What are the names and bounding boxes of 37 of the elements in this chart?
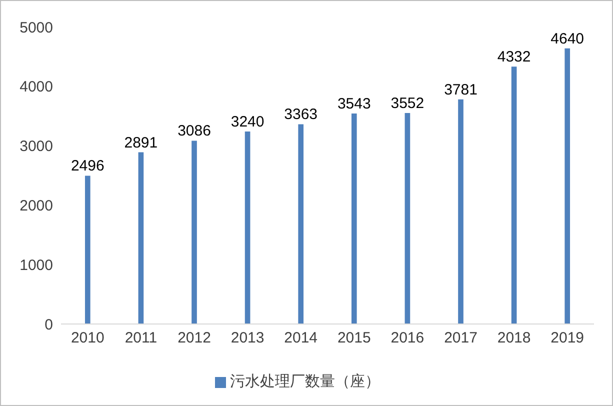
- data-label: 4332: [497, 48, 531, 66]
- x-tick-label: 2014: [284, 330, 318, 347]
- y-tick-label: 0: [44, 316, 53, 334]
- x-tick-label: 2018: [497, 330, 531, 347]
- data-label: 3781: [444, 81, 478, 98]
- y-tick-label: 1000: [20, 256, 53, 274]
- y-tick-label: 3000: [20, 138, 53, 156]
- data-label: 3543: [337, 96, 371, 113]
- data-label: 4640: [550, 30, 584, 48]
- x-tick-label: 2012: [178, 330, 211, 347]
- data-label: 3240: [230, 114, 264, 131]
- legend-label: 污水处理厂数量（座）: [230, 373, 380, 390]
- bar: [458, 99, 464, 324]
- x-tick-label: 2010: [70, 330, 104, 347]
- y-tick-label: 5000: [20, 19, 53, 36]
- bar: [244, 132, 250, 324]
- bar: [298, 124, 304, 324]
- bar: [138, 152, 144, 324]
- x-tick-label: 2016: [390, 330, 424, 347]
- data-label: 3552: [390, 95, 424, 112]
- y-tick-label: 2000: [20, 198, 53, 215]
- x-tick-label: 2013: [230, 330, 264, 347]
- bar: [404, 113, 410, 324]
- data-label: 3086: [178, 122, 211, 140]
- bar: [84, 176, 90, 324]
- bar: [351, 114, 357, 324]
- data-label: 2891: [124, 134, 158, 152]
- bar: [511, 66, 517, 324]
- data-label: 3363: [284, 106, 318, 124]
- bar: [564, 48, 570, 324]
- x-tick-label: 2017: [444, 330, 478, 347]
- bar: [192, 140, 197, 324]
- data-label: 2496: [70, 158, 104, 175]
- x-tick-label: 2015: [337, 330, 371, 347]
- y-tick-label: 4000: [20, 78, 53, 96]
- x-tick-label: 2019: [550, 330, 584, 347]
- x-tick-label: 2011: [124, 330, 158, 347]
